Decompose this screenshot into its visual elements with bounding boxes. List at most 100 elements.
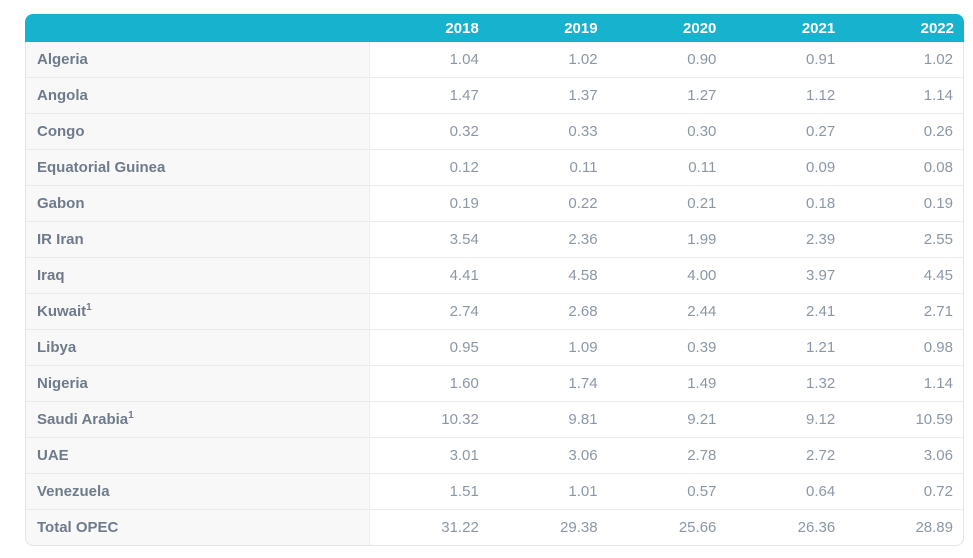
country-cell: Total OPEC	[25, 509, 370, 546]
table-row: Venezuela 1.51 1.01 0.57 0.64 0.72	[25, 473, 964, 509]
country-label: Iraq	[37, 267, 65, 284]
table-row: Equatorial Guinea 0.12 0.11 0.11 0.09 0.08	[25, 149, 964, 185]
value-cell: 31.22	[370, 509, 489, 546]
footnote-marker: 1	[128, 410, 134, 421]
country-label: Gabon	[37, 195, 85, 212]
value-cell: 2.36	[488, 221, 608, 257]
value-cell: 9.81	[488, 401, 608, 437]
value-cell: 3.97	[726, 257, 846, 293]
value-cell: 0.21	[607, 185, 727, 221]
table-row: IR Iran 3.54 2.36 1.99 2.39 2.55	[25, 221, 964, 257]
value-cell: 0.91	[726, 42, 846, 77]
country-cell: UAE	[25, 437, 370, 473]
column-header-blank	[25, 14, 370, 42]
country-label: IR Iran	[37, 231, 84, 248]
value-cell: 4.45	[845, 257, 964, 293]
value-cell: 3.01	[370, 437, 489, 473]
country-label: Saudi Arabia	[37, 411, 129, 428]
column-header: 2022	[845, 14, 964, 42]
header-row: 2018 2019 2020 2021 2022	[25, 14, 964, 42]
country-label: Algeria	[37, 51, 88, 68]
country-label: Venezuela	[37, 483, 110, 500]
value-cell: 0.19	[370, 185, 489, 221]
value-cell: 0.18	[726, 185, 846, 221]
value-cell: 0.19	[845, 185, 964, 221]
country-label: Angola	[37, 87, 88, 104]
country-cell: IR Iran	[25, 221, 370, 257]
value-cell: 0.57	[607, 473, 727, 509]
value-cell: 0.09	[726, 149, 846, 185]
country-label: UAE	[37, 447, 69, 464]
value-cell: 1.51	[370, 473, 489, 509]
table-row: Gabon 0.19 0.22 0.21 0.18 0.19	[25, 185, 964, 221]
value-cell: 25.66	[607, 509, 727, 546]
value-cell: 2.55	[845, 221, 964, 257]
value-cell: 2.44	[607, 293, 727, 329]
value-cell: 0.64	[726, 473, 846, 509]
data-table: 2018 2019 2020 2021 2022 Algeria 1.04 1.02 0.90…	[25, 14, 964, 546]
country-cell: Iraq	[25, 257, 370, 293]
column-header: 2018	[370, 14, 489, 42]
value-cell: 0.27	[726, 113, 846, 149]
value-cell: 0.39	[607, 329, 727, 365]
value-cell: 10.59	[845, 401, 964, 437]
country-cell: Congo	[25, 113, 370, 149]
value-cell: 9.21	[607, 401, 727, 437]
value-cell: 1.47	[370, 77, 489, 113]
value-cell: 0.30	[607, 113, 727, 149]
country-label: Total OPEC	[37, 519, 119, 536]
production-table: 2018 2019 2020 2021 2022 Algeria 1.04 1.02 0.90…	[25, 14, 964, 546]
value-cell: 0.95	[370, 329, 489, 365]
table-row: Saudi Arabia1 10.32 9.81 9.21 9.12 10.59	[25, 401, 964, 437]
value-cell: 1.21	[726, 329, 846, 365]
value-cell: 0.26	[845, 113, 964, 149]
value-cell: 2.39	[726, 221, 846, 257]
table-row: UAE 3.01 3.06 2.78 2.72 3.06	[25, 437, 964, 473]
value-cell: 4.41	[370, 257, 489, 293]
value-cell: 1.74	[488, 365, 608, 401]
value-cell: 3.06	[488, 437, 608, 473]
country-cell: Equatorial Guinea	[25, 149, 370, 185]
country-cell: Algeria	[25, 42, 370, 77]
table-row: Algeria 1.04 1.02 0.90 0.91 1.02	[25, 42, 964, 77]
table-row: Total OPEC 31.22 29.38 25.66 26.36 28.89	[25, 509, 964, 546]
country-cell: Saudi Arabia1	[25, 401, 370, 437]
value-cell: 1.01	[488, 473, 608, 509]
value-cell: 1.02	[845, 42, 964, 77]
table-row: Nigeria 1.60 1.74 1.49 1.32 1.14	[25, 365, 964, 401]
value-cell: 2.78	[607, 437, 727, 473]
country-cell: Gabon	[25, 185, 370, 221]
value-cell: 2.74	[370, 293, 489, 329]
value-cell: 0.11	[607, 149, 727, 185]
country-cell: Angola	[25, 77, 370, 113]
table-row: Congo 0.32 0.33 0.30 0.27 0.26	[25, 113, 964, 149]
value-cell: 26.36	[726, 509, 846, 546]
value-cell: 4.58	[488, 257, 608, 293]
country-cell: Libya	[25, 329, 370, 365]
value-cell: 3.06	[845, 437, 964, 473]
table-row: Iraq 4.41 4.58 4.00 3.97 4.45	[25, 257, 964, 293]
value-cell: 1.09	[488, 329, 608, 365]
value-cell: 1.49	[607, 365, 727, 401]
value-cell: 1.99	[607, 221, 727, 257]
country-label: Equatorial Guinea	[37, 159, 166, 176]
country-label: Libya	[37, 339, 77, 356]
column-header: 2021	[726, 14, 846, 42]
value-cell: 1.32	[726, 365, 846, 401]
value-cell: 1.12	[726, 77, 846, 113]
footnote-marker: 1	[86, 302, 92, 313]
value-cell: 0.11	[488, 149, 608, 185]
table-header: 2018 2019 2020 2021 2022	[25, 14, 964, 42]
value-cell: 1.27	[607, 77, 727, 113]
value-cell: 0.08	[845, 149, 964, 185]
value-cell: 28.89	[845, 509, 964, 546]
value-cell: 3.54	[370, 221, 489, 257]
value-cell: 9.12	[726, 401, 846, 437]
value-cell: 29.38	[488, 509, 608, 546]
country-label: Kuwait	[37, 303, 87, 320]
table-row: Libya 0.95 1.09 0.39 1.21 0.98	[25, 329, 964, 365]
value-cell: 10.32	[370, 401, 489, 437]
value-cell: 2.71	[845, 293, 964, 329]
country-cell: Kuwait1	[25, 293, 370, 329]
country-label: Congo	[37, 123, 85, 140]
